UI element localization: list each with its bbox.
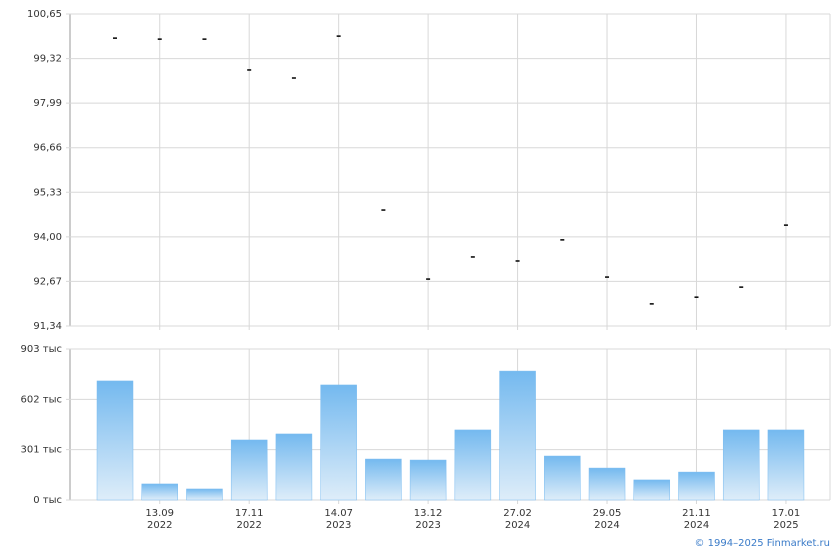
volume-bar <box>230 439 268 501</box>
x-tick-label: 29.05 2024 <box>593 508 622 531</box>
price-mark <box>336 35 341 37</box>
price-mark <box>560 239 565 241</box>
y-tick-label: 301 тыс <box>21 445 62 456</box>
x-tick-label: 17.11 2022 <box>235 508 264 531</box>
y-tick-label: 903 тыс <box>21 344 62 355</box>
y-tick-label: 602 тыс <box>21 394 62 405</box>
x-tick-label: 13.09 2022 <box>145 508 174 531</box>
volume-bar <box>409 459 447 501</box>
volume-bar <box>454 429 492 501</box>
price-mark <box>649 303 654 305</box>
price-mark <box>291 77 296 79</box>
volume-bar <box>499 370 536 501</box>
volume-bar <box>722 429 760 501</box>
volume-bar <box>633 479 671 501</box>
price-mark <box>247 69 252 71</box>
price-mark <box>426 278 431 280</box>
price-mark <box>113 37 117 39</box>
y-tick-label: 94,00 <box>33 232 62 243</box>
price-mark <box>515 260 520 262</box>
price-mark <box>694 296 699 298</box>
y-tick-label: 96,66 <box>33 143 62 154</box>
volume-bar <box>678 471 715 501</box>
price-mark <box>783 224 788 226</box>
price-mark <box>202 38 207 40</box>
footer[interactable]: © 1994–2025 Finmarket.ru <box>694 538 830 549</box>
volume-bar <box>767 429 805 501</box>
volume-bar <box>186 488 223 501</box>
y-tick-label: 92,67 <box>33 276 62 287</box>
x-tick-label: 27.02 2024 <box>503 508 532 531</box>
y-tick-label: 100,65 <box>27 9 62 20</box>
volume-bar <box>365 458 402 501</box>
x-tick-label: 17.01 2025 <box>772 508 801 531</box>
y-tick-label: 99,32 <box>33 54 62 65</box>
price-mark <box>605 276 610 278</box>
price-mark <box>381 209 386 211</box>
y-tick-label: 91,34 <box>33 321 62 332</box>
volume-bar <box>96 380 134 501</box>
price-mark <box>157 38 162 40</box>
price-mark <box>470 256 475 258</box>
x-tick-label: 13.12 2023 <box>414 508 443 531</box>
x-tick-label: 21.11 2024 <box>682 508 711 531</box>
volume-bar <box>320 384 357 501</box>
y-tick-label: 97,99 <box>33 98 62 109</box>
volume-bar <box>588 467 626 501</box>
price-mark <box>739 286 744 288</box>
y-tick-label: 0 тыс <box>33 495 62 506</box>
x-tick-label: 14.07 2023 <box>324 508 353 531</box>
volume-bar <box>544 455 581 501</box>
volume-bar <box>275 433 313 501</box>
volume-bar <box>141 483 178 501</box>
y-tick-label: 95,33 <box>33 187 62 198</box>
